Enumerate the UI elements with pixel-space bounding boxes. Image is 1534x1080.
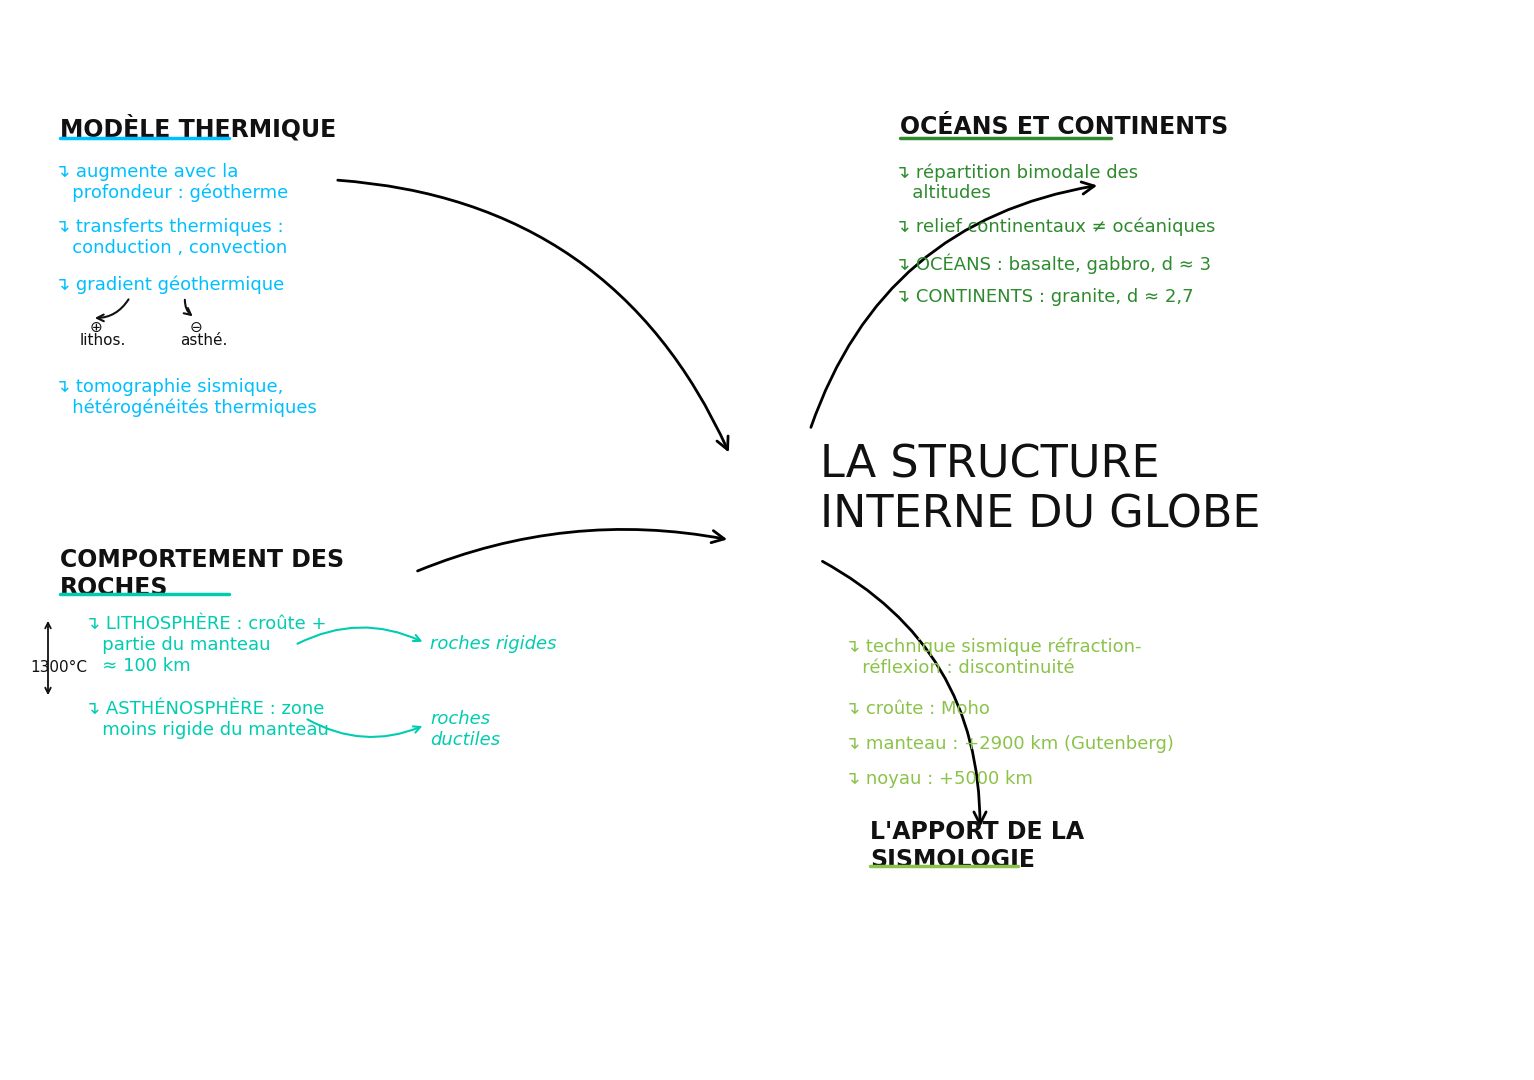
Text: ↴ répartition bimodale des
   altitudes: ↴ répartition bimodale des altitudes (894, 163, 1138, 202)
Text: ↴ transferts thermiques :
   conduction , convection: ↴ transferts thermiques : conduction , c… (55, 218, 287, 257)
Text: lithos.: lithos. (80, 333, 126, 348)
Text: asthé.: asthé. (179, 333, 227, 348)
Text: OCÉANS ET CONTINENTS: OCÉANS ET CONTINENTS (900, 114, 1229, 139)
Text: ↴ augmente avec la
   profondeur : géotherme: ↴ augmente avec la profondeur : géotherm… (55, 163, 288, 202)
Text: ↴ gradient géothermique: ↴ gradient géothermique (55, 275, 284, 294)
Text: LA STRUCTURE
INTERNE DU GLOBE: LA STRUCTURE INTERNE DU GLOBE (821, 444, 1261, 537)
Text: ↴ ASTHÉNOSPHÈRE : zone
   moins rigide du manteau: ↴ ASTHÉNOSPHÈRE : zone moins rigide du m… (84, 700, 328, 739)
Text: COMPORTEMENT DES
ROCHES: COMPORTEMENT DES ROCHES (60, 548, 344, 599)
Text: ↴ LITHOSPHÈRE : croûte +
   partie du manteau
   ≈ 100 km: ↴ LITHOSPHÈRE : croûte + partie du mante… (84, 615, 327, 675)
Text: ⊖: ⊖ (190, 320, 202, 335)
Text: 1300°C: 1300°C (31, 660, 87, 675)
Text: ↴ OCÉANS : basalte, gabbro, d ≈ 3: ↴ OCÉANS : basalte, gabbro, d ≈ 3 (894, 253, 1212, 273)
Text: ↴ technique sismique réfraction-
   réflexion : discontinuité: ↴ technique sismique réfraction- réflexi… (845, 638, 1141, 677)
Text: ↴ manteau : +2900 km (Gutenberg): ↴ manteau : +2900 km (Gutenberg) (845, 735, 1174, 753)
Text: ↴ croûte : Moho: ↴ croûte : Moho (845, 700, 989, 718)
Text: roches rigides: roches rigides (430, 635, 557, 653)
Text: ⊕: ⊕ (91, 320, 103, 335)
Text: ↴ noyau : +5000 km: ↴ noyau : +5000 km (845, 770, 1032, 788)
Text: ↴ relief continentaux ≠ océaniques: ↴ relief continentaux ≠ océaniques (894, 218, 1215, 237)
Text: L'APPORT DE LA
SISMOLOGIE: L'APPORT DE LA SISMOLOGIE (870, 820, 1085, 872)
Text: roches
ductiles: roches ductiles (430, 710, 500, 748)
Text: ↴ tomographie sismique,
   hétérogénéités thermiques: ↴ tomographie sismique, hétérogénéités t… (55, 378, 318, 417)
Text: MODÈLE THERMIQUE: MODÈLE THERMIQUE (60, 114, 336, 141)
Text: ↴ CONTINENTS : granite, d ≈ 2,7: ↴ CONTINENTS : granite, d ≈ 2,7 (894, 288, 1193, 306)
